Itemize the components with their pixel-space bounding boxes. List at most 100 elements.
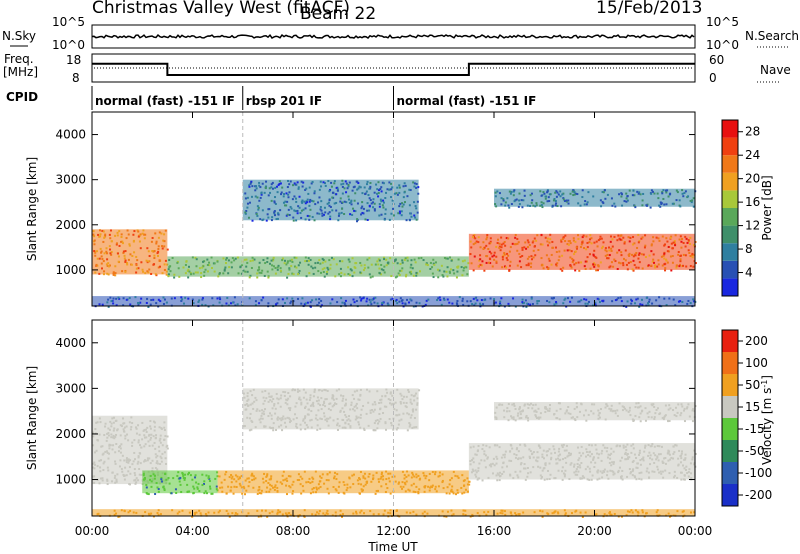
power-region-speckle (152, 298, 155, 301)
velocity-region-speckle (100, 445, 103, 448)
velocity-region-speckle (244, 404, 247, 407)
velocity-region-speckle (338, 424, 341, 427)
power-region-speckle (679, 235, 682, 238)
power-region-speckle (369, 181, 372, 184)
power-region-speckle (587, 191, 590, 194)
velocity-region-speckle (305, 398, 308, 401)
velocity-region-speckle (638, 416, 641, 419)
power-region-speckle (279, 267, 282, 270)
velocity-region-speckle (268, 395, 271, 398)
power-region-speckle (470, 262, 473, 265)
velocity-region-speckle (221, 486, 224, 489)
power-region-speckle (268, 187, 271, 190)
velocity-region-speckle (236, 513, 239, 516)
velocity-region-speckle (236, 475, 239, 478)
power-region-speckle (561, 254, 564, 257)
power-region-speckle (296, 181, 299, 184)
power-region-speckle (340, 297, 343, 300)
velocity-region-speckle (266, 473, 269, 476)
velocity-region-speckle (197, 482, 200, 485)
velocity-region-speckle (503, 456, 506, 459)
power-region-speckle (396, 275, 399, 278)
power-region-speckle (577, 202, 580, 205)
power-region-speckle (213, 270, 216, 273)
velocity-region-speckle (320, 397, 323, 400)
power-region-speckle (499, 304, 502, 307)
velocity-region-speckle (681, 510, 684, 513)
velocity-region-speckle (437, 475, 440, 478)
power-region-speckle (462, 303, 465, 306)
velocity-region-speckle (646, 412, 649, 415)
power-region-speckle (620, 300, 623, 303)
velocity-region-speckle (114, 462, 117, 465)
velocity-region-speckle (495, 417, 498, 420)
power-region-speckle (124, 260, 127, 263)
power-region-speckle (507, 237, 510, 240)
power-region-speckle (588, 253, 591, 256)
power-region-speckle (494, 301, 497, 304)
velocity-region-speckle (284, 391, 287, 394)
velocity-region-speckle (667, 449, 670, 452)
velocity-region-speckle (139, 444, 142, 447)
power-region-speckle (264, 262, 267, 265)
velocity-region-speckle (213, 511, 216, 514)
velocity-region-speckle (311, 480, 314, 483)
power-region-speckle (567, 240, 570, 243)
power-region-speckle (437, 276, 440, 279)
power-region-speckle (596, 245, 599, 248)
velocity-region-speckle (276, 417, 279, 420)
power-region-speckle (678, 263, 681, 266)
power-region-speckle (142, 229, 145, 232)
velocity-region-speckle (462, 509, 465, 512)
velocity-region-speckle (360, 408, 363, 411)
power-region-speckle (320, 185, 323, 188)
velocity-region-speckle (668, 515, 671, 518)
velocity-region-speckle (395, 509, 398, 512)
velocity-region-speckle (149, 474, 152, 477)
power-region-speckle (653, 261, 656, 264)
power-region-speckle (143, 233, 146, 236)
velocity-region-speckle (385, 405, 388, 408)
power-region-speckle (271, 216, 274, 219)
power-region-speckle (331, 209, 334, 212)
velocity-region-speckle (541, 515, 544, 518)
power-region-speckle (277, 264, 280, 267)
power-region-speckle (650, 243, 653, 246)
velocity-region-speckle (125, 425, 128, 428)
power-region-speckle (425, 299, 428, 302)
power-region-speckle (477, 236, 480, 239)
power-region-speckle (685, 237, 688, 240)
velocity-region-speckle (359, 413, 362, 416)
velocity-region-speckle (311, 488, 314, 491)
power-region-speckle (146, 270, 149, 273)
velocity-region-speckle (216, 475, 219, 478)
velocity-region-speckle (405, 511, 408, 514)
velocity-region-speckle (557, 512, 560, 515)
power-region-speckle (347, 184, 350, 187)
velocity-region-speckle (503, 453, 506, 456)
velocity-region-speckle (672, 409, 675, 412)
velocity-region-speckle (656, 468, 659, 471)
colorbar-tick-label: 20 (745, 172, 760, 186)
power-region-speckle (256, 196, 259, 199)
velocity-region-speckle (374, 492, 377, 495)
power-region-speckle (383, 265, 386, 268)
power-region-speckle (620, 254, 623, 257)
power-region-speckle (131, 254, 134, 257)
power-region-speckle (97, 233, 100, 236)
power-region-speckle (157, 266, 160, 269)
power-region-speckle (98, 272, 101, 275)
velocity-region-speckle (410, 476, 413, 479)
power-region-speckle (347, 272, 350, 275)
power-region-speckle (222, 257, 225, 260)
velocity-region-speckle (452, 470, 455, 473)
velocity-region-speckle (181, 509, 184, 512)
power-region-speckle (597, 298, 600, 301)
power-region-speckle (661, 235, 664, 238)
velocity-region-speckle (584, 511, 587, 514)
velocity-region-speckle (227, 485, 230, 488)
power-region-speckle (267, 276, 270, 279)
velocity-region-speckle (303, 515, 306, 518)
velocity-region-speckle (144, 428, 147, 431)
power-region-speckle (160, 232, 163, 235)
